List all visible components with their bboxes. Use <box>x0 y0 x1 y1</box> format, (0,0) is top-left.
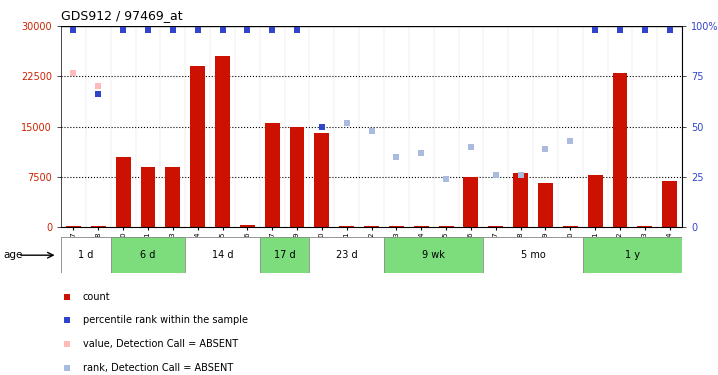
Point <box>639 27 651 33</box>
Bar <box>612 73 628 227</box>
Bar <box>190 66 205 227</box>
Bar <box>289 127 304 227</box>
Bar <box>583 237 682 273</box>
Bar <box>141 166 155 227</box>
Point <box>490 172 502 178</box>
Bar <box>563 226 578 227</box>
Bar <box>483 237 583 273</box>
Bar <box>414 226 429 227</box>
Point <box>316 124 327 130</box>
Bar <box>513 173 528 227</box>
Bar <box>61 237 111 273</box>
Point <box>62 318 73 324</box>
Point <box>67 27 79 33</box>
Point <box>192 27 203 33</box>
Text: 1 y: 1 y <box>625 250 640 260</box>
Bar <box>314 133 330 227</box>
Text: 9 wk: 9 wk <box>422 250 445 260</box>
Text: GDS912 / 97469_at: GDS912 / 97469_at <box>61 9 182 22</box>
Point <box>93 84 104 90</box>
Text: 14 d: 14 d <box>212 250 233 260</box>
Bar <box>588 176 602 227</box>
Bar <box>91 226 106 227</box>
Text: 6 d: 6 d <box>140 250 156 260</box>
Point <box>391 154 402 160</box>
Point <box>266 27 278 33</box>
Point <box>62 341 73 347</box>
Text: 1 d: 1 d <box>78 250 93 260</box>
Bar <box>260 237 309 273</box>
Point <box>167 27 179 33</box>
Text: rank, Detection Call = ABSENT: rank, Detection Call = ABSENT <box>83 363 233 373</box>
Bar <box>185 237 260 273</box>
Point <box>241 27 253 33</box>
Bar <box>439 226 454 227</box>
Text: 23 d: 23 d <box>336 250 358 260</box>
Bar <box>464 177 478 227</box>
Bar <box>488 226 503 227</box>
Text: 17 d: 17 d <box>274 250 295 260</box>
Bar <box>240 225 255 227</box>
Point <box>118 27 129 33</box>
Bar <box>538 183 553 227</box>
Point <box>142 27 154 33</box>
Point <box>62 365 73 371</box>
Point <box>515 172 526 178</box>
Bar <box>309 237 384 273</box>
Point <box>615 27 626 33</box>
Bar <box>165 166 180 227</box>
Point <box>366 128 378 134</box>
Point <box>292 27 303 33</box>
Bar <box>364 226 379 227</box>
Point <box>217 27 228 33</box>
Point <box>67 70 79 76</box>
Bar <box>116 157 131 227</box>
Text: count: count <box>83 292 111 302</box>
Bar <box>340 226 354 227</box>
Point <box>93 92 104 98</box>
Point <box>664 27 676 33</box>
Point <box>540 146 551 152</box>
Bar <box>638 226 652 227</box>
Bar <box>111 237 185 273</box>
Text: 5 mo: 5 mo <box>521 250 546 260</box>
Point <box>589 27 601 33</box>
Point <box>416 150 427 156</box>
Text: age: age <box>4 250 23 260</box>
Point <box>341 120 353 126</box>
Bar <box>389 226 404 227</box>
Point <box>564 138 576 144</box>
Bar <box>662 182 677 227</box>
Point <box>440 176 452 182</box>
Text: value, Detection Call = ABSENT: value, Detection Call = ABSENT <box>83 339 238 350</box>
Bar <box>66 226 81 227</box>
Text: percentile rank within the sample: percentile rank within the sample <box>83 315 248 326</box>
Point <box>465 144 477 150</box>
Bar <box>384 237 483 273</box>
Bar <box>265 123 279 227</box>
Bar <box>215 56 230 227</box>
Point <box>62 294 73 300</box>
